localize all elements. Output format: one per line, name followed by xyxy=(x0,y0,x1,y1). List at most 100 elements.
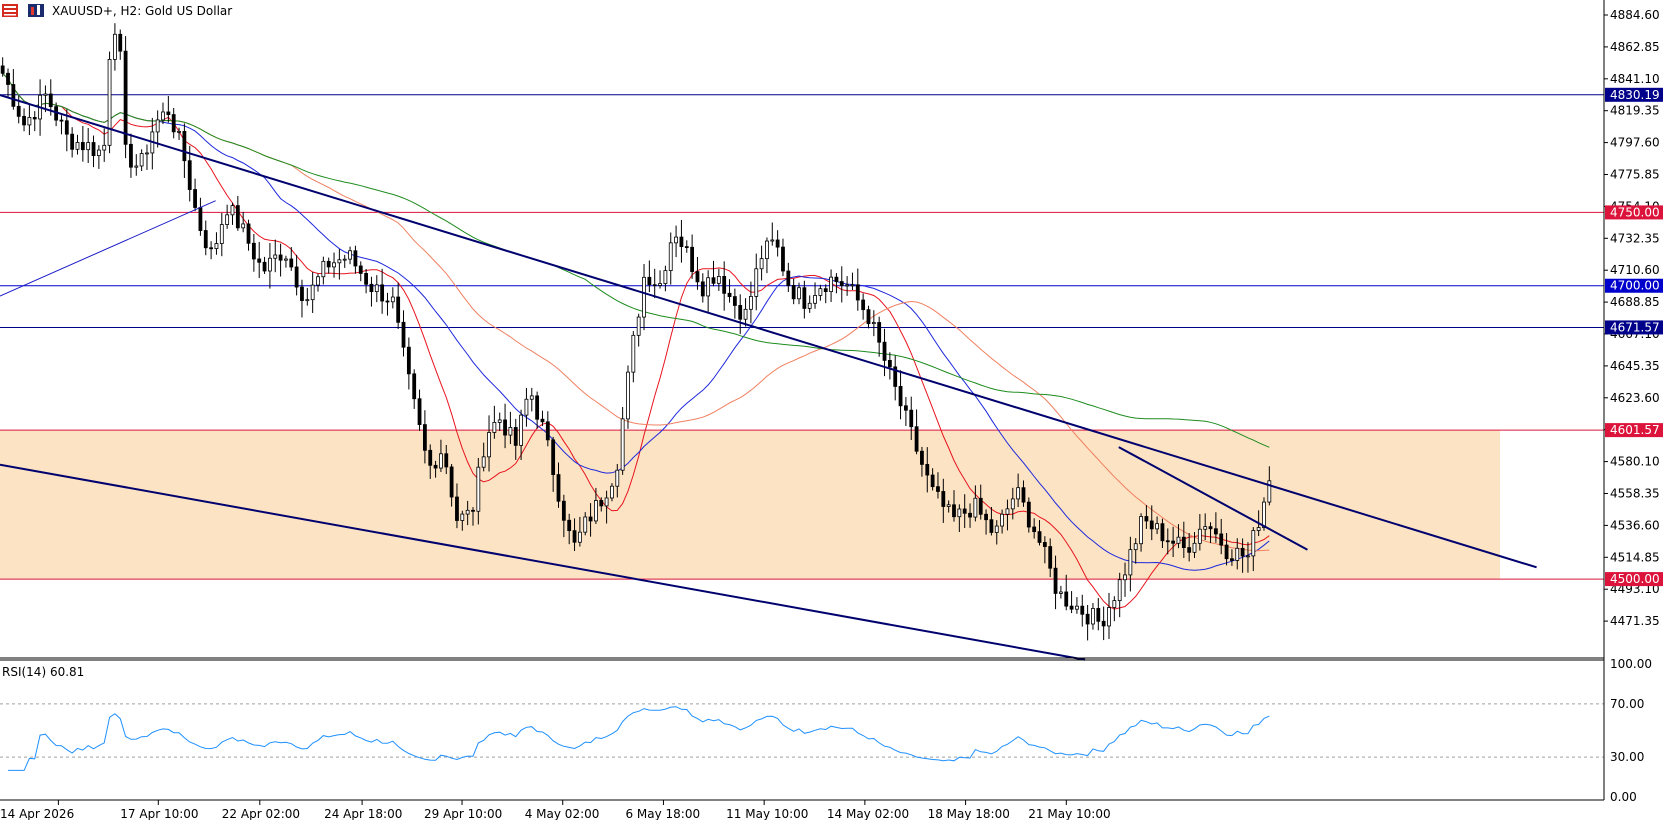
level-price-tag xyxy=(1605,278,1663,293)
candle-body xyxy=(1208,526,1213,530)
candle-body xyxy=(871,322,876,325)
candle-body xyxy=(1128,549,1133,576)
candle-body xyxy=(64,120,69,135)
candle-body xyxy=(43,93,48,96)
candle-body xyxy=(770,239,775,242)
candle-body xyxy=(1262,501,1266,528)
candle-body xyxy=(524,398,529,416)
candle-body xyxy=(1251,530,1256,557)
candle-body xyxy=(1139,516,1143,545)
time-tick-label: 18 May 18:00 xyxy=(928,807,1010,820)
candle-body xyxy=(716,276,721,284)
candle-body xyxy=(460,513,465,521)
candle-body xyxy=(241,223,246,229)
candle-body xyxy=(257,258,262,263)
trendline[interactable] xyxy=(0,200,216,297)
candle-body xyxy=(273,254,278,259)
candle-body xyxy=(1197,528,1202,544)
candle-body xyxy=(358,265,363,274)
candle-body xyxy=(984,513,988,521)
candle-body xyxy=(920,450,924,465)
candle-body xyxy=(481,456,486,468)
price-tick-label: 4732.35 xyxy=(1610,231,1660,245)
trendline[interactable] xyxy=(1118,446,1308,551)
candle-body xyxy=(422,424,427,451)
candle-body xyxy=(91,142,96,156)
time-tick-label: 14 Apr 2026 xyxy=(0,807,74,820)
candle-body xyxy=(390,296,395,303)
rsi-tick-label: 100.00 xyxy=(1610,657,1652,671)
candle-body xyxy=(246,223,251,244)
candle-body xyxy=(631,334,636,373)
candle-body xyxy=(1267,480,1272,503)
level-price-tag-label: 4601.57 xyxy=(1610,423,1660,437)
candle-body xyxy=(807,302,812,309)
candle-body xyxy=(6,72,10,85)
candle-body xyxy=(321,260,326,278)
candle-body xyxy=(738,305,743,320)
candle-body xyxy=(834,276,839,282)
candle-body xyxy=(508,427,513,436)
candle-body xyxy=(1117,579,1122,602)
candle-body xyxy=(1010,498,1015,510)
level-price-tag xyxy=(1605,320,1663,335)
candle-body xyxy=(465,509,470,515)
candle-body xyxy=(829,276,833,293)
candle-body xyxy=(1187,547,1192,553)
candle-body xyxy=(161,111,165,121)
candle-body xyxy=(1176,536,1181,544)
candle-body xyxy=(797,287,801,300)
candle-body xyxy=(588,516,593,522)
candle-body xyxy=(968,512,972,518)
candle-body xyxy=(706,277,711,297)
time-tick-label: 4 May 02:00 xyxy=(525,807,600,820)
candle-body xyxy=(310,284,315,301)
candle-body xyxy=(941,491,946,507)
candle-body xyxy=(823,288,828,293)
symbol-title: XAUUSD+, H2: Gold US Dollar xyxy=(52,4,232,18)
candle-body xyxy=(1213,528,1218,535)
candle-body xyxy=(839,281,844,286)
candle-body xyxy=(75,142,80,150)
candle-body xyxy=(1112,600,1117,608)
time-tick-label: 29 Apr 10:00 xyxy=(424,807,502,820)
price-tick-label: 4536.60 xyxy=(1610,518,1660,532)
candle-body xyxy=(1064,591,1069,607)
candle-body xyxy=(70,133,75,150)
candle-body xyxy=(594,500,598,522)
price-tick-label: 4471.35 xyxy=(1610,614,1660,628)
bars-icon[interactable] xyxy=(28,4,44,17)
candle-body xyxy=(898,386,903,407)
candle-body xyxy=(198,207,203,231)
candle-body xyxy=(957,508,962,518)
candle-body xyxy=(925,463,930,476)
trendline[interactable] xyxy=(0,94,1537,569)
candle-body xyxy=(139,153,144,167)
level-price-tag xyxy=(1605,572,1663,587)
candle-body xyxy=(214,243,219,250)
candle-body xyxy=(177,130,181,133)
price-tick-label: 4645.35 xyxy=(1610,359,1660,373)
candle-body xyxy=(96,149,101,156)
candle-body xyxy=(1032,526,1037,533)
candle-body xyxy=(1042,542,1047,547)
candle-body xyxy=(791,285,796,300)
candle-body xyxy=(513,427,518,446)
candle-body xyxy=(882,341,887,361)
candle-body xyxy=(1133,543,1138,551)
candle-body xyxy=(1171,540,1176,544)
candle-body xyxy=(497,419,502,423)
level-price-tag xyxy=(1605,87,1663,102)
trendline[interactable] xyxy=(0,463,1086,661)
candle-body xyxy=(749,295,753,310)
candle-body xyxy=(786,270,791,286)
chart-type-icon[interactable] xyxy=(2,4,18,17)
candle-body xyxy=(732,296,737,306)
rsi-tick-label: 0.00 xyxy=(1610,790,1637,804)
candle-body xyxy=(235,205,240,229)
rsi-title: RSI(14) 60.81 xyxy=(2,665,84,679)
level-price-tag-label: 4671.57 xyxy=(1610,320,1660,334)
candle-body xyxy=(1021,487,1026,503)
